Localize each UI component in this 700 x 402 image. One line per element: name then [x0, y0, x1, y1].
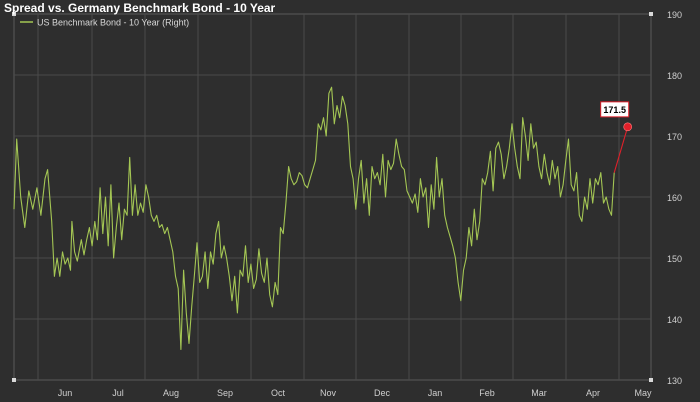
corner-handle: [649, 378, 653, 382]
last-value-box: [600, 101, 630, 118]
corner-handle: [12, 378, 16, 382]
x-tick-label: Apr: [586, 388, 600, 398]
x-tick-label: Oct: [271, 388, 286, 398]
last-value-marker: [623, 122, 633, 132]
corner-handle: [12, 12, 16, 16]
y-tick-label: 130: [667, 376, 682, 386]
x-tick-label: Jul: [112, 388, 124, 398]
x-tick-label: Dec: [374, 388, 391, 398]
y-tick-label: 140: [667, 315, 682, 325]
y-tick-label: 170: [667, 132, 682, 142]
x-tick-label: Nov: [320, 388, 337, 398]
y-tick-label: 180: [667, 71, 682, 81]
y-tick-label: 160: [667, 193, 682, 203]
legend-label: US Benchmark Bond - 10 Year (Right): [37, 18, 189, 28]
x-tick-label: Mar: [531, 388, 547, 398]
y-tick-label: 150: [667, 254, 682, 264]
x-tick-label: Sep: [217, 388, 233, 398]
y-tick-label: 190: [667, 10, 682, 20]
x-tick-label: Aug: [163, 388, 179, 398]
x-tick-label: Feb: [479, 388, 495, 398]
series-line: [13, 86, 615, 351]
last-value-label: 171.5: [603, 105, 626, 115]
last-segment-line: [613, 126, 629, 173]
x-tick-label: Jan: [428, 388, 443, 398]
x-tick-label: Jun: [58, 388, 73, 398]
chart-title: Spread vs. Germany Benchmark Bond - 10 Y…: [4, 1, 276, 15]
x-tick-label: May: [634, 388, 652, 398]
corner-handle: [649, 12, 653, 16]
